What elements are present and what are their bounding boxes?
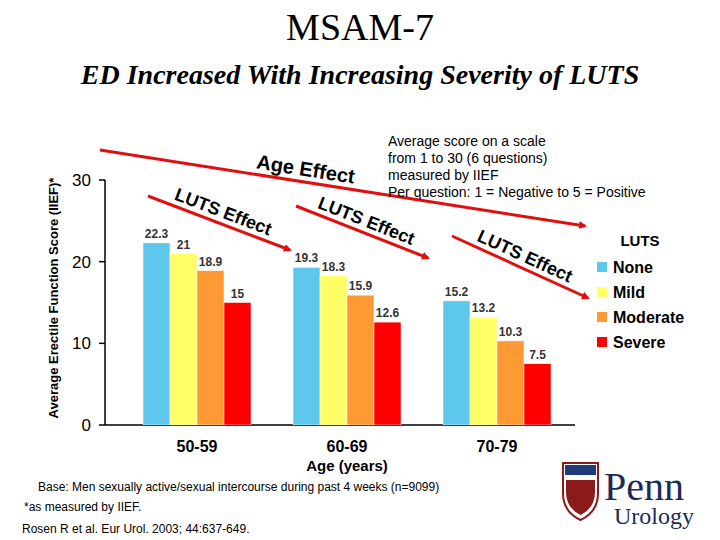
footnote: *as measured by IIEF.: [24, 500, 141, 514]
logo-shield-field: [566, 480, 595, 515]
data-label: 15: [231, 287, 245, 301]
x-tick-label: 60-69: [327, 438, 368, 455]
y-axis: [104, 180, 106, 425]
legend-label: Severe: [613, 334, 666, 351]
data-label: 12.6: [376, 306, 400, 320]
y-axis-label: Average Erectile Function Score (IIEF)*: [46, 177, 61, 419]
logo-text: Urology: [614, 503, 694, 529]
legend-swatch: [597, 287, 607, 297]
bar: [497, 341, 524, 425]
bar: [224, 303, 251, 426]
x-axis-label: Age (years): [306, 457, 388, 474]
bar: [170, 254, 197, 426]
bar: [347, 295, 374, 425]
annotation: Age Effect: [255, 151, 356, 188]
legend-swatch: [597, 262, 607, 272]
legend-swatch: [597, 312, 607, 322]
bar: [197, 271, 224, 425]
legend-label: None: [613, 259, 653, 276]
data-label: 22.3: [145, 227, 169, 241]
data-label: 18.9: [199, 255, 223, 269]
legend-swatch: [597, 337, 607, 347]
subtitle: ED Increased With Increasing Severity of…: [60, 58, 660, 92]
data-label: 10.3: [499, 325, 523, 339]
footnote: Rosen R et al. Eur Urol. 2003; 44:637-64…: [22, 522, 249, 536]
logo-shield: [563, 463, 598, 520]
annotation: LUTS Effect: [474, 226, 575, 287]
legend-title: LUTS: [620, 232, 659, 249]
note-line: from 1 to 30 (6 questions): [388, 150, 548, 166]
logo-shield-chief: [565, 465, 596, 475]
bar: [443, 301, 470, 425]
bar: [320, 276, 347, 425]
y-tick-label: 20: [72, 253, 91, 272]
data-label: 13.2: [472, 301, 496, 315]
data-label: 15.2: [445, 285, 469, 299]
annotation: LUTS Effect: [172, 184, 274, 239]
note-line: Per question: 1 = Negative to 5 = Positi…: [388, 184, 646, 200]
y-tick: [99, 261, 105, 263]
note-line: measured by IIEF: [388, 167, 499, 183]
bar: [293, 267, 320, 425]
stage: MSAM-7 0 10 20 30 Average Erectile Function S…: [0, 0, 720, 540]
y-tick: [99, 424, 105, 426]
bars: [143, 243, 551, 425]
legend-label: Moderate: [613, 309, 684, 326]
bar: [524, 364, 551, 425]
data-label: 15.9: [349, 279, 373, 293]
note-line: Average score on a scale: [388, 133, 546, 149]
x-tick-label: 50-59: [177, 438, 218, 455]
bar: [143, 243, 170, 425]
y-tick-label: 30: [72, 171, 91, 190]
data-label: 19.3: [295, 251, 319, 265]
bar: [470, 317, 497, 425]
data-label: 7.5: [529, 348, 546, 362]
data-label: 18.3: [322, 260, 346, 274]
footnote: Base: Men sexually active/sexual interco…: [38, 480, 439, 494]
data-label: 21: [177, 238, 191, 252]
bar: [374, 322, 401, 425]
y-tick: [99, 343, 105, 345]
legend-label: Mild: [613, 284, 645, 301]
annotation: LUTS Effect: [315, 193, 417, 249]
y-tick: [99, 179, 105, 181]
x-tick-label: 70-79: [477, 438, 518, 455]
y-tick-label: 10: [72, 334, 91, 353]
y-tick-label: 0: [82, 416, 91, 435]
title: MSAM-7: [286, 6, 434, 48]
